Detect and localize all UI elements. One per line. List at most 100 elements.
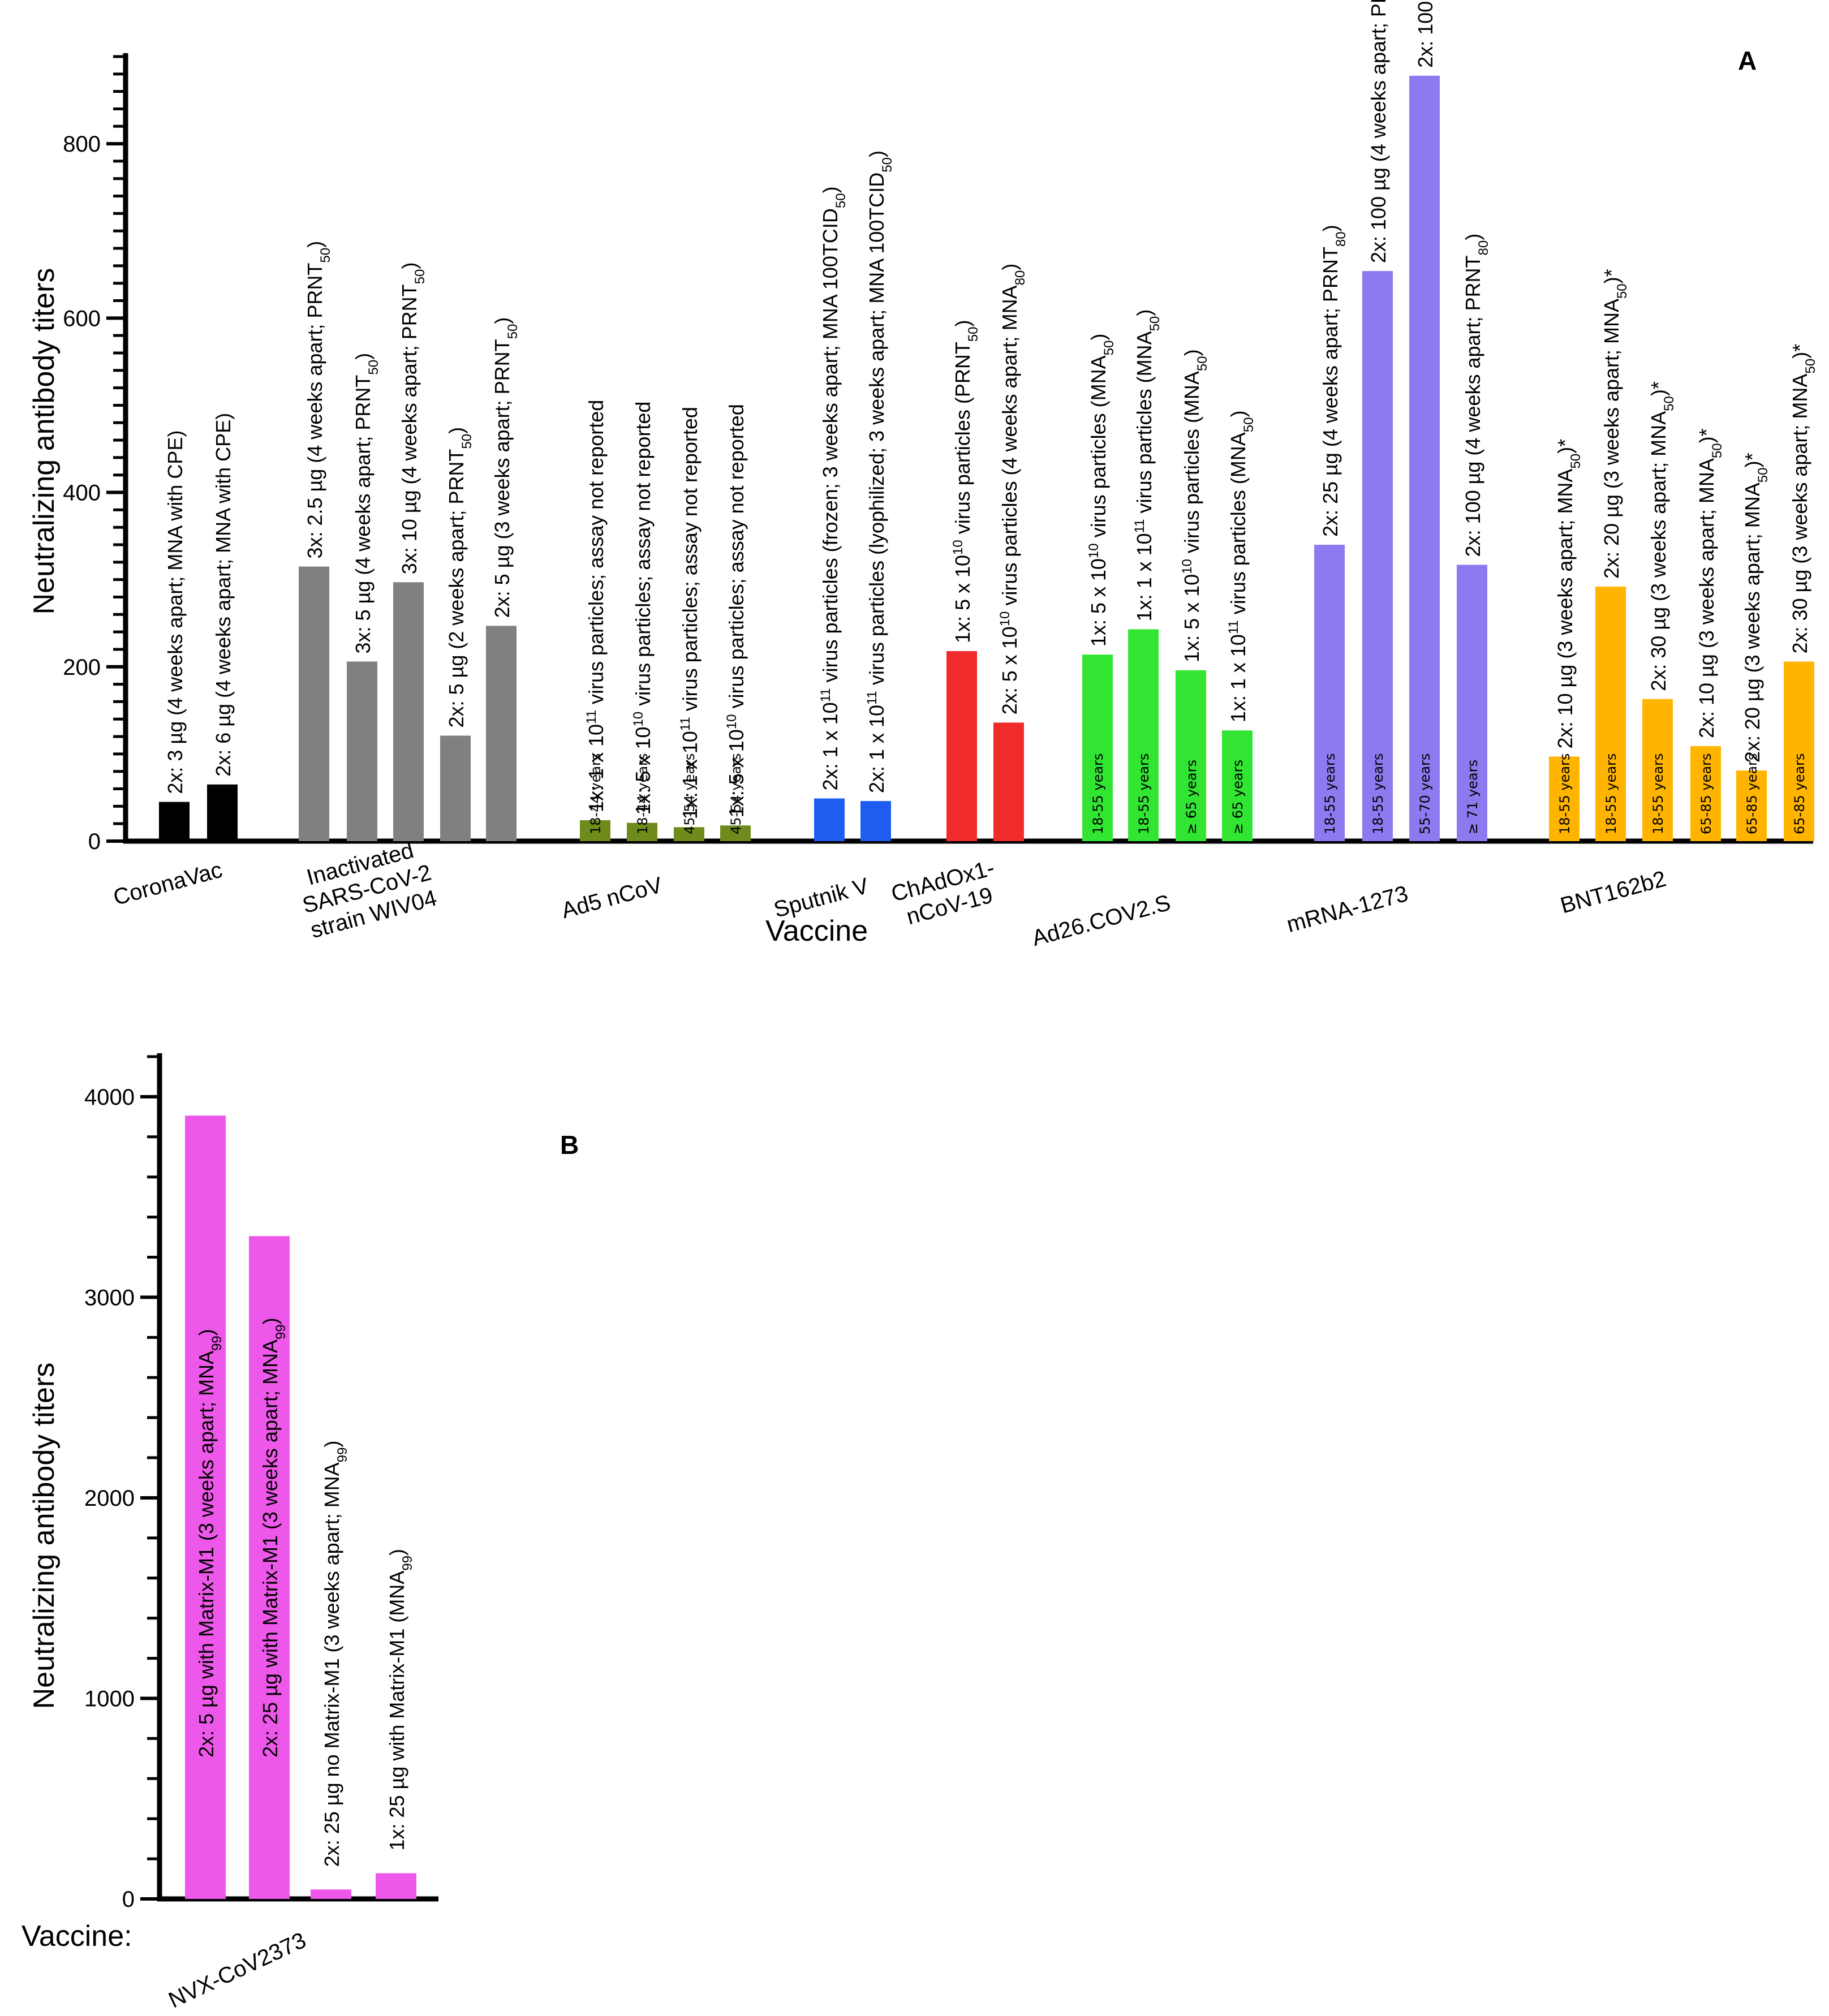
bar-nvx-cov2373-3: [311, 1889, 351, 1899]
panel-b-x-axis-label: Vaccine:: [21, 1920, 132, 1953]
bar-age-mrna-1273-3: 55-70 years: [1417, 753, 1433, 834]
y-tick-label-800: 800: [63, 132, 101, 157]
bar-bnt162b2-2: [1595, 586, 1626, 841]
bar-age-ad26-cov2-s-2: 18-55 years: [1136, 753, 1152, 834]
bar-label-coronavac-2: 2x: 6 µg (4 weeks apart; MNA with CPE): [212, 413, 235, 777]
bar-coronavac-1: [159, 802, 190, 841]
panel-b-y-axis-label: Neutralizing antibody titers: [28, 1363, 61, 1709]
bar-label-nvx-cov2373-2: 2x: 25 µg with Matrix-M1 (3 weeks apart;…: [259, 1317, 289, 1757]
bar-age-ad5-ncov-2: 18-44 years: [635, 753, 651, 834]
bar-label-inactivated-sars-cov-2-strain-wiv04-4: 2x: 5 µg (2 weeks apart; PRNT50): [445, 427, 475, 728]
bar-age-ad5-ncov-4: 45-54 years: [728, 753, 744, 834]
bar-inactivated-sars-cov-2-strain-wiv04-3: [393, 582, 424, 841]
bar-nvx-cov2373-4: [376, 1873, 416, 1899]
bar-age-mrna-1273-1: 18-55 years: [1322, 753, 1338, 834]
y-tick-label-200: 200: [63, 655, 101, 680]
bar-age-bnt162b2-5: 65-85 years: [1744, 753, 1760, 834]
bar-sputnik-v-2: [860, 801, 891, 841]
bar-label-bnt162b2-2: 2x: 20 µg (3 weeks apart; MNA50)*: [1600, 269, 1630, 579]
bar-age-ad5-ncov-3: 45-54 years: [682, 753, 698, 834]
bar-age-ad26-cov2-s-3: ≥ 65 years: [1184, 760, 1199, 834]
bar-label-bnt162b2-5: 2x: 20 µg (3 weeks apart; MNA50)*: [1741, 453, 1771, 763]
panel-b-label: B: [560, 1130, 579, 1160]
bar-ad26-cov2-s-2: [1128, 629, 1159, 841]
bar-age-mrna-1273-2: 18-55 years: [1370, 753, 1386, 834]
y-tick-label-0: 0: [122, 1887, 135, 1912]
bar-label-nvx-cov2373-1: 2x: 5 µg with Matrix-M1 (3 weeks apart; …: [195, 1329, 225, 1757]
y-tick-label-2000: 2000: [84, 1486, 135, 1511]
y-tick-label-4000: 4000: [84, 1085, 135, 1110]
bar-label-sputnik-v-2: 2x: 1 x 1011 virus particles (lyophilize…: [864, 150, 895, 793]
bar-ad26-cov2-s-1: [1082, 654, 1113, 841]
bar-ad5-ncov-1: [580, 820, 610, 841]
bar-inactivated-sars-cov-2-strain-wiv04-5: [486, 626, 517, 841]
bar-label-chadox1-ncov-19-2: 2x: 5 x 1010 virus particles (4 weeks ap…: [997, 264, 1028, 715]
bar-label-coronavac-1: 2x: 3 µg (4 weeks apart; MNA with CPE): [163, 430, 187, 794]
bar-label-ad26-cov2-s-4: 1x: 1 x 1011 virus particles (MNA50): [1226, 410, 1256, 722]
bar-age-mrna-1273-4: ≥ 71 years: [1465, 760, 1481, 834]
y-tick-label-0: 0: [88, 829, 101, 854]
bar-ad5-ncov-3: [674, 827, 704, 841]
bar-label-mrna-1273-4: 2x: 100 µg (4 weeks apart; PRNT80): [1461, 234, 1491, 557]
bar-label-mrna-1273-3: 2x: 100 µg (4 weeks apart; PRNT80): [1414, 0, 1444, 68]
bar-label-chadox1-ncov-19-1: 1x: 5 x 1010 virus particles (PRNT50): [950, 320, 981, 643]
bar-label-nvx-cov2373-4: 1x: 25 µg with Matrix-M1 (MNA99): [385, 1549, 415, 1851]
bar-chadox1-ncov-19-2: [993, 722, 1024, 841]
bar-bnt162b2-1: [1549, 756, 1580, 841]
bar-mrna-1273-4: [1457, 565, 1487, 841]
bar-chadox1-ncov-19-1: [946, 651, 977, 841]
bar-age-bnt162b2-3: 18-55 years: [1650, 753, 1666, 834]
bar-ad26-cov2-s-3: [1176, 670, 1206, 841]
bar-inactivated-sars-cov-2-strain-wiv04-4: [440, 735, 471, 841]
bar-ad26-cov2-s-4: [1222, 730, 1253, 841]
panel-b-bars: 2x: 5 µg with Matrix-M1 (3 weeks apart; …: [165, 1115, 416, 2013]
bar-mrna-1273-2: [1362, 271, 1393, 841]
bar-age-bnt162b2-2: 18-55 years: [1603, 753, 1619, 834]
bar-nvx-cov2373-2: [249, 1236, 290, 1899]
y-tick-label-400: 400: [63, 481, 101, 506]
y-tick-label-3000: 3000: [84, 1285, 135, 1310]
bar-bnt162b2-3: [1642, 699, 1673, 841]
bar-bnt162b2-5: [1736, 770, 1767, 841]
bar-age-bnt162b2-4: 65-85 years: [1698, 753, 1714, 834]
bar-bnt162b2-4: [1690, 746, 1721, 841]
bar-label-nvx-cov2373-3: 2x: 25 µg no Matrix-M1 (3 weeks apart; M…: [320, 1441, 350, 1867]
panel-a-y-axis-label: Neutralizing antibody titers: [28, 268, 61, 615]
bar-ad5-ncov-4: [720, 825, 751, 841]
bar-label-ad26-cov2-s-2: 1x: 1 x 1011 virus particles (MNA50): [1132, 309, 1163, 622]
bar-age-bnt162b2-6: 65-85 years: [1792, 753, 1808, 834]
bar-label-mrna-1273-1: 2x: 25 µg (4 weeks apart; PRNT80): [1319, 225, 1349, 537]
bar-label-inactivated-sars-cov-2-strain-wiv04-3: 3x: 10 µg (4 weeks apart; PRNT50): [398, 262, 428, 575]
bar-label-ad5-ncov-4: 1x: 5 x 1010 virus particles; assay not …: [724, 404, 748, 817]
bar-inactivated-sars-cov-2-strain-wiv04-2: [347, 661, 377, 841]
bar-label-bnt162b2-4: 2x: 10 µg (3 weeks apart; MNA50)*: [1695, 428, 1725, 738]
bar-mrna-1273-1: [1314, 545, 1345, 841]
panel-b-axes: 0 1000 2000 3000 4000: [84, 1053, 438, 1912]
panel-a-x-axis-label: Vaccine: [765, 915, 868, 947]
bar-label-sputnik-v-1: 2x: 1 x 1011 virus particles (frozen; 3 …: [818, 186, 849, 790]
bar-coronavac-2: [207, 784, 238, 841]
bar-label-bnt162b2-3: 2x: 30 µg (3 weeks apart; MNA50)*: [1647, 381, 1677, 691]
bar-bnt162b2-6: [1784, 661, 1814, 841]
bar-nvx-cov2373-1: [185, 1115, 226, 1899]
bar-label-ad5-ncov-2: 1x: 5 x 1010 virus particles; assay not …: [631, 402, 655, 815]
bar-label-ad26-cov2-s-1: 1x: 5 x 1010 virus particles (MNA50): [1086, 334, 1117, 647]
bar-inactivated-sars-cov-2-strain-wiv04-1: [299, 566, 329, 841]
bar-sputnik-v-1: [814, 798, 845, 841]
bar-mrna-1273-3: [1409, 75, 1440, 842]
bar-label-inactivated-sars-cov-2-strain-wiv04-1: 3x: 2.5 µg (4 weeks apart; PRNT50): [303, 241, 333, 559]
panel-a-label: A: [1738, 46, 1757, 75]
bar-label-ad5-ncov-3: 1x: 1 x 1011 virus particles; assay not …: [678, 407, 702, 819]
bar-label-bnt162b2-6: 2x: 30 µg (3 weeks apart; MNA50)*: [1788, 344, 1818, 654]
panel-a-bars: 2x: 3 µg (4 weeks apart; MNA with CPE) 2x…: [111, 0, 1818, 951]
bar-label-bnt162b2-1: 2x: 10 µg (3 weeks apart; MNA50)*: [1553, 439, 1583, 749]
bar-age-ad26-cov2-s-1: 18-55 years: [1090, 753, 1106, 834]
bar-ad5-ncov-2: [627, 822, 657, 841]
bar-age-bnt162b2-1: 18-55 years: [1557, 753, 1573, 834]
bar-label-ad5-ncov-1: 1x: 1 x 1011 virus particles; assay not …: [584, 400, 608, 812]
bar-age-ad5-ncov-1: 18-44 years: [588, 753, 604, 834]
bar-label-inactivated-sars-cov-2-strain-wiv04-2: 3x: 5 µg (4 weeks apart; PRNT50): [351, 353, 381, 654]
bar-label-inactivated-sars-cov-2-strain-wiv04-5: 2x: 5 µg (3 weeks apart; PRNT50): [490, 317, 520, 618]
